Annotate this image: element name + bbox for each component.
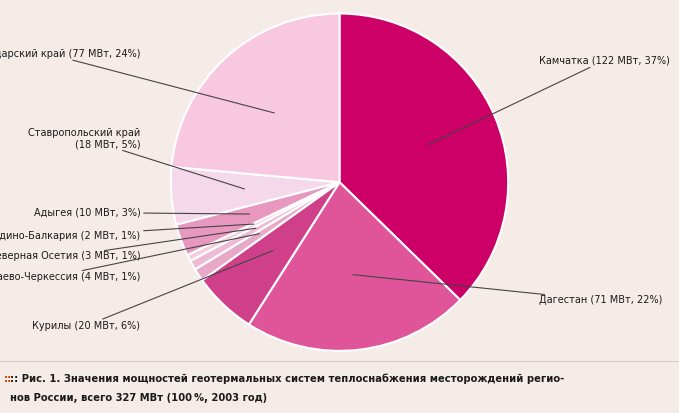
Wedge shape (172, 14, 340, 182)
Text: Краснодарский край (77 МВт, 24%): Краснодарский край (77 МВт, 24%) (0, 49, 274, 113)
Text: Карачаево-Черкессия (4 МВт, 1%): Карачаево-Черкессия (4 МВт, 1%) (0, 234, 259, 282)
Wedge shape (171, 167, 340, 225)
Text: Камчатка (122 МВт, 37%): Камчатка (122 МВт, 37%) (428, 56, 669, 145)
Text: Северная Осетия (3 МВт, 1%): Северная Осетия (3 МВт, 1%) (0, 228, 256, 261)
Wedge shape (340, 14, 508, 300)
Text: Дагестан (71 МВт, 22%): Дагестан (71 МВт, 22%) (353, 275, 662, 305)
Text: нов России, всего 327 МВт (100 %, 2003 год): нов России, всего 327 МВт (100 %, 2003 г… (10, 393, 268, 403)
Text: Курилы (20 МВт, 6%): Курилы (20 МВт, 6%) (33, 251, 273, 330)
Wedge shape (249, 182, 460, 351)
Wedge shape (195, 182, 340, 280)
Text: Адыгея (10 МВт, 3%): Адыгея (10 МВт, 3%) (34, 208, 250, 218)
Wedge shape (190, 182, 340, 269)
Wedge shape (187, 182, 340, 261)
Wedge shape (177, 182, 340, 255)
Text: Ставропольский край
(18 МВт, 5%): Ставропольский край (18 МВт, 5%) (29, 128, 244, 189)
Text: Кабардино-Балкария (2 МВт, 1%): Кабардино-Балкария (2 МВт, 1%) (0, 224, 254, 241)
Text: :: Рис. 1. Значения мощностей геотермальных систем теплоснабжения месторождений : :: Рис. 1. Значения мощностей геотермаль… (10, 374, 564, 384)
Wedge shape (202, 182, 340, 325)
Text: ::: :: (3, 374, 12, 384)
